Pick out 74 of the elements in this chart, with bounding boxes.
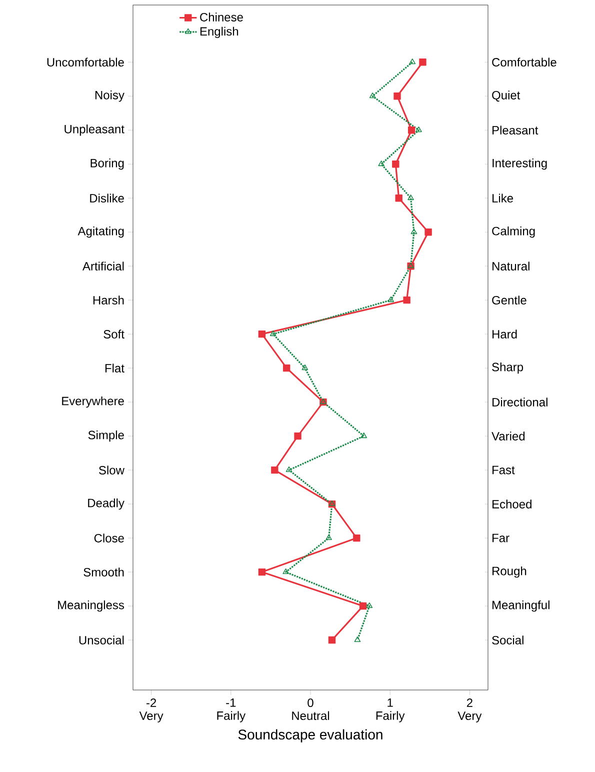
x-tick-label: -2 Very	[139, 698, 164, 722]
x-tick-label: 0 Neutral	[292, 698, 330, 720]
point	[378, 160, 385, 166]
y-tick-label: Harsh	[93, 296, 124, 304]
y2-tick-label: Meaningful	[492, 600, 550, 612]
point	[258, 568, 266, 576]
point	[388, 296, 394, 302]
y-tick-label: Everywhere	[62, 396, 124, 408]
point	[353, 534, 360, 542]
point	[395, 194, 402, 202]
point	[294, 432, 302, 440]
y-tick-label: Deadly	[88, 498, 124, 510]
y-tick-label: Agitating	[78, 226, 124, 238]
y2-tick-label: Rough	[492, 566, 526, 578]
y2-tick-label: Comfortable	[492, 58, 556, 67]
point	[271, 466, 278, 474]
y-tick-label: Slow	[99, 466, 124, 474]
point	[366, 602, 373, 608]
x-tick-label: 1 Fairly	[376, 698, 405, 722]
y-tick-label: Meaningless	[58, 600, 124, 612]
y-tick-label: Uncomfortable	[47, 58, 124, 67]
point	[408, 194, 414, 200]
point	[359, 602, 367, 610]
point	[328, 636, 336, 644]
point	[369, 92, 376, 98]
point	[392, 160, 400, 168]
x-axis-title: Soundscape evaluation	[238, 729, 382, 742]
x-tick-label: -1 Fairly	[217, 698, 246, 722]
legend-label: English	[200, 26, 238, 38]
y2-tick-label: Interesting	[492, 158, 547, 170]
point	[302, 364, 308, 370]
y-tick-label: Unsocial	[79, 636, 124, 644]
point	[354, 636, 361, 642]
point	[419, 58, 426, 66]
point	[410, 228, 418, 234]
y2-tick-label: Calming	[492, 226, 535, 238]
y2-tick-label: Quiet	[492, 90, 520, 102]
y2-tick-label: Like	[492, 194, 513, 202]
y2-tick-label: Hard	[492, 330, 517, 338]
point	[286, 466, 292, 472]
y-tick-label: Artificial	[82, 262, 124, 270]
y2-tick-label: Sharp	[492, 362, 524, 374]
y2-tick-label: Far	[492, 534, 510, 542]
y-tick-label: Close	[94, 534, 124, 542]
y2-tick-label: Pleasant	[492, 126, 538, 135]
point	[282, 568, 289, 574]
y-tick-label: Unpleasant	[64, 124, 124, 136]
y-tick-label: Boring	[90, 158, 124, 170]
point	[403, 296, 410, 304]
y2-tick-label: Fast	[492, 466, 515, 474]
y2-tick-label: Echoed	[492, 500, 532, 508]
point	[270, 330, 276, 336]
point	[394, 92, 401, 100]
point	[416, 126, 422, 132]
point	[258, 330, 266, 338]
y2-tick-label: Gentle	[492, 296, 526, 304]
x-tick-label: 2 Very	[458, 698, 482, 722]
y-tick-label: Simple	[88, 430, 124, 442]
legend-label: Chinese	[200, 12, 243, 22]
y-tick-label: Dislike	[90, 194, 124, 202]
point	[326, 534, 332, 540]
y-tick-label: Smooth	[84, 568, 124, 576]
y-tick-label: Flat	[105, 364, 124, 372]
point	[360, 432, 367, 438]
point	[409, 58, 416, 64]
y2-tick-label: Social	[492, 636, 524, 644]
y-tick-label: Noisy	[95, 90, 124, 102]
y2-tick-label: Varied	[492, 432, 525, 440]
point	[424, 228, 432, 236]
point	[408, 126, 416, 134]
y-tick-label: Soft	[104, 330, 124, 338]
point	[283, 364, 290, 372]
y2-tick-label: Natural	[492, 262, 530, 270]
y2-tick-label: Directional	[492, 398, 548, 406]
